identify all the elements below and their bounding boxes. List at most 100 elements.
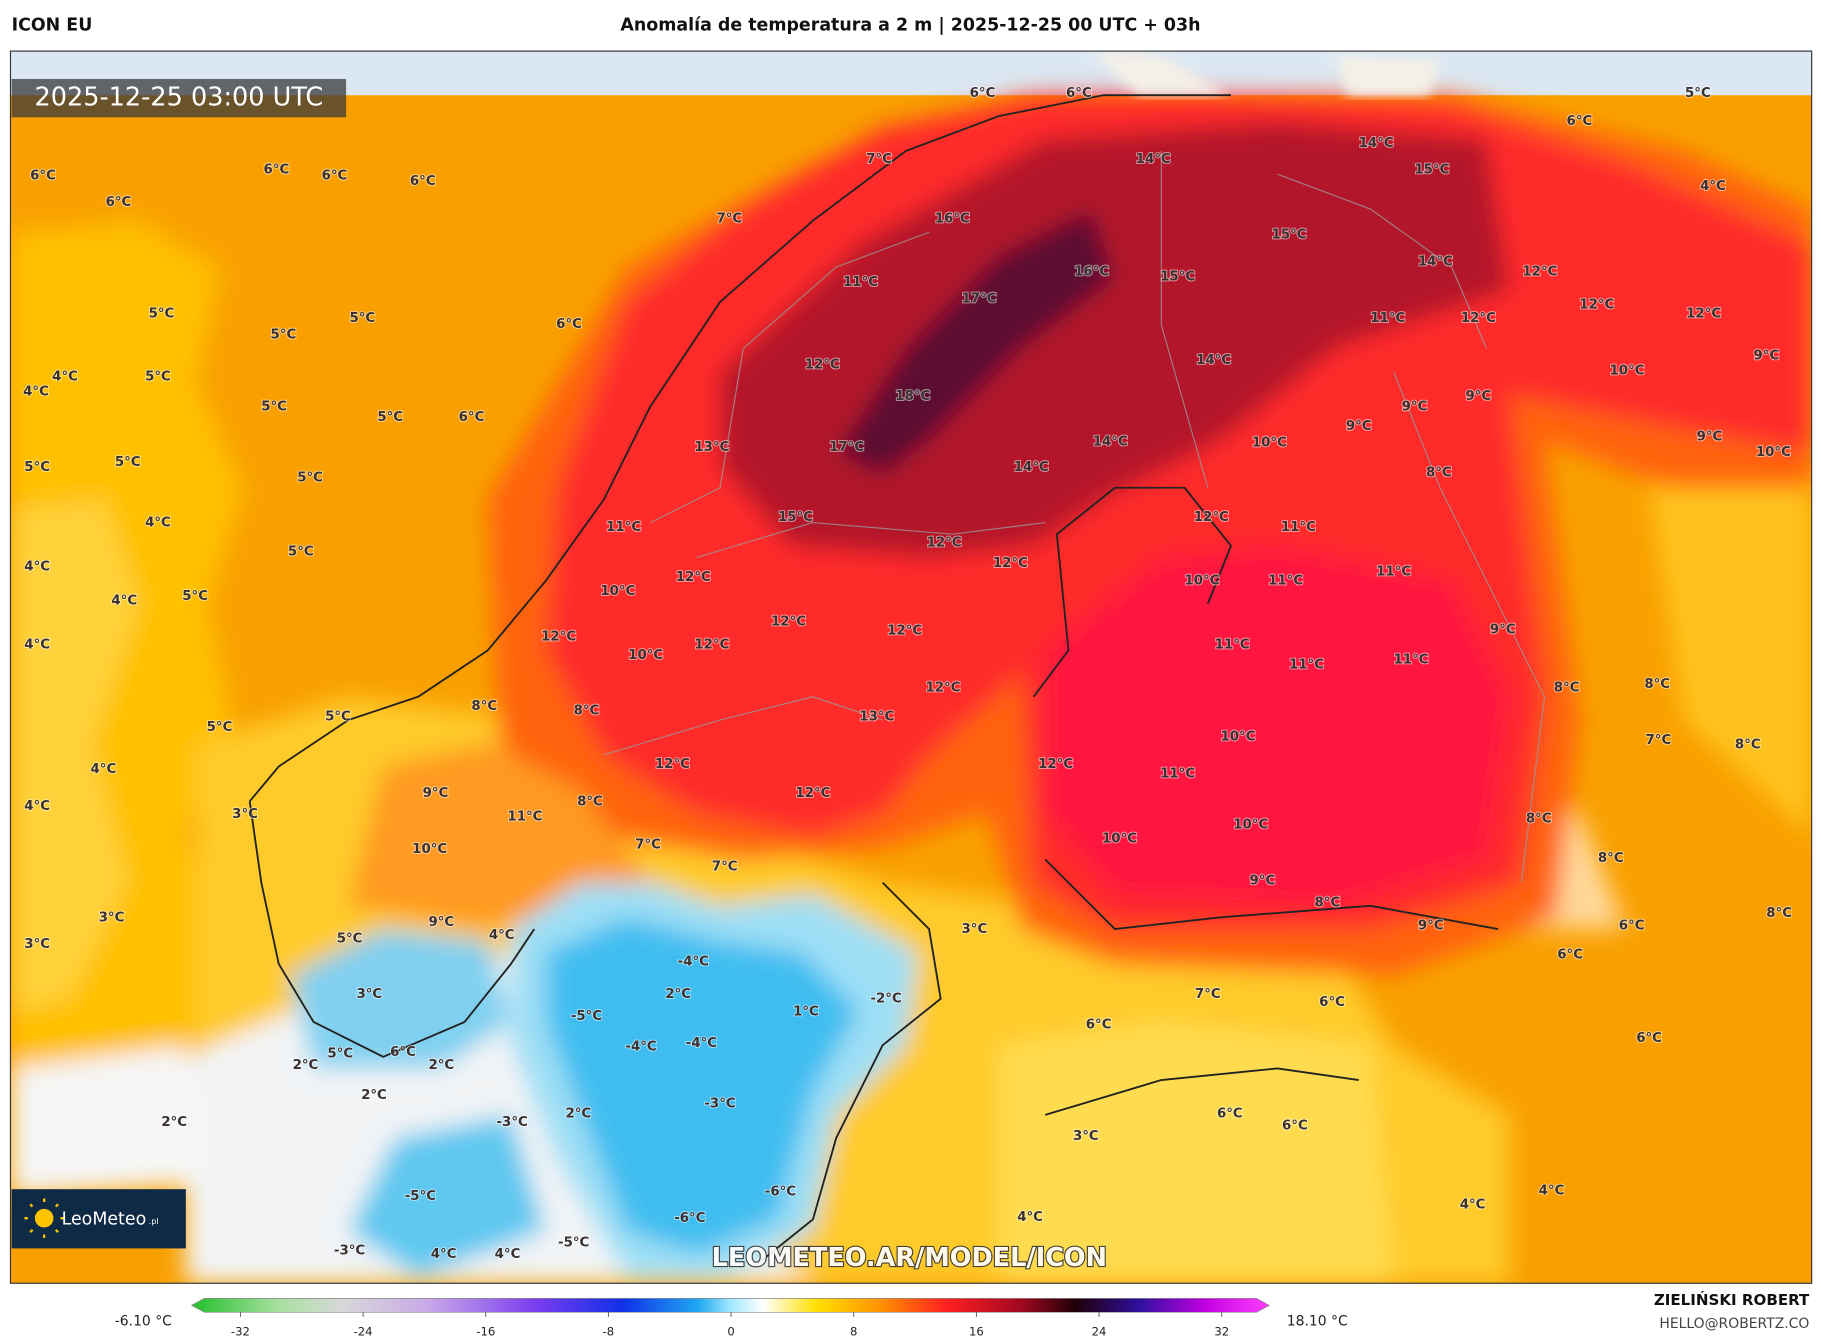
temperature-label: 12°C: [1461, 311, 1496, 326]
temperature-label: 4°C: [111, 593, 137, 608]
temperature-label: 12°C: [1522, 265, 1557, 280]
temperature-label: 8°C: [577, 794, 603, 809]
temperature-label: 10°C: [600, 584, 635, 599]
temperature-label: 5°C: [288, 545, 314, 560]
temperature-label: 11°C: [843, 275, 878, 290]
temperature-label: 8°C: [471, 699, 497, 714]
temperature-label: 14°C: [1418, 254, 1453, 269]
temperature-label: 12°C: [1686, 307, 1721, 322]
temperature-label: 10°C: [628, 648, 663, 663]
temperature-label: -5°C: [571, 1009, 602, 1024]
temperature-label: -3°C: [334, 1244, 365, 1259]
colorbar-max: 18.10 °C: [1287, 1314, 1348, 1330]
temperature-label: 11°C: [1376, 564, 1411, 579]
logo-text: LeoMeteo: [62, 1209, 147, 1229]
temperature-label: 6°C: [106, 195, 132, 210]
temperature-label: 8°C: [1644, 677, 1670, 692]
temperature-label: 17°C: [829, 440, 864, 455]
temperature-label: 10°C: [412, 842, 447, 857]
temperature-label: 9°C: [1402, 399, 1428, 414]
temperature-label: 4°C: [23, 384, 49, 399]
credit-email: HELLO@ROBERTZ.CO: [1659, 1316, 1809, 1332]
temperature-label: 8°C: [1315, 895, 1341, 910]
temperature-label: 10°C: [1220, 729, 1255, 744]
temperature-label: 15°C: [1414, 163, 1449, 178]
temperature-label: -6°C: [765, 1185, 796, 1200]
colorbar-min: -6.10 °C: [115, 1314, 172, 1330]
temperature-label: 16°C: [1074, 265, 1109, 280]
temperature-label: 6°C: [322, 168, 348, 183]
colorbar-tick-label: 16: [969, 1325, 984, 1339]
temperature-label: 5°C: [149, 307, 175, 322]
temperature-label: 1°C: [793, 1005, 819, 1020]
temperature-label: 3°C: [99, 910, 125, 925]
temperature-label: -5°C: [405, 1189, 436, 1204]
temperature-label: 10°C: [1102, 831, 1137, 846]
temperature-label: -3°C: [704, 1096, 735, 1111]
temperature-label: 11°C: [1160, 766, 1195, 781]
temperature-label: 4°C: [489, 928, 515, 943]
temperature-label: 14°C: [1136, 152, 1171, 167]
temperature-label: 15°C: [1160, 269, 1195, 284]
temperature-label: 10°C: [1252, 435, 1287, 450]
temperature-label: 6°C: [1319, 995, 1345, 1010]
temperature-label: 13°C: [694, 440, 729, 455]
temperature-label: 15°C: [1272, 228, 1307, 243]
temperature-label: 5°C: [207, 720, 233, 735]
temperature-label: -4°C: [678, 955, 709, 970]
temperature-label: 6°C: [390, 1045, 416, 1060]
temperature-label: 4°C: [1460, 1197, 1486, 1212]
timestamp-box: [11, 78, 347, 118]
temperature-label: 11°C: [1215, 638, 1250, 653]
temperature-label: 4°C: [495, 1247, 521, 1262]
temperature-label: 12°C: [925, 681, 960, 696]
temperature-label: 9°C: [428, 915, 454, 930]
temperature-label: 4°C: [24, 560, 50, 575]
temperature-label: 5°C: [182, 589, 208, 604]
temperature-label: 5°C: [327, 1046, 353, 1061]
credit-author: ZIELIŃSKI ROBERT: [1654, 1290, 1810, 1309]
temperature-label: 2°C: [428, 1058, 454, 1073]
temperature-label: 9°C: [1418, 919, 1444, 934]
temperature-label: 7°C: [1195, 987, 1221, 1002]
temperature-label: 3°C: [232, 807, 258, 822]
temperature-label: 5°C: [24, 460, 50, 475]
watermark: LEOMETEO.AR/MODEL/ICON: [712, 1243, 1107, 1273]
temperature-label: 3°C: [24, 937, 50, 952]
temperature-label: 12°C: [655, 757, 690, 772]
temperature-label: 14°C: [1014, 460, 1049, 475]
temperature-label: 8°C: [1766, 906, 1792, 921]
temperature-label: 2°C: [565, 1107, 591, 1122]
temperature-label: 11°C: [1289, 657, 1324, 672]
temperature-label: 4°C: [145, 516, 171, 531]
model-name: ICON EU: [12, 16, 93, 36]
temperature-label: 11°C: [507, 809, 542, 824]
temperature-label: 17°C: [961, 291, 996, 306]
temperature-label: 4°C: [24, 638, 50, 653]
colorbar: [190, 1298, 1271, 1313]
temperature-label: -5°C: [558, 1236, 589, 1251]
timestamp: 2025-12-25 03:00 UTC: [34, 83, 323, 113]
temperature-label: 6°C: [1282, 1118, 1308, 1133]
temperature-labels: 6°C 6°C 6°C 6°C 6°C 6°C 6°C 5°C 6°C 4°C 7°C 14°C 14°…: [22, 85, 1793, 1263]
temperature-label: 5°C: [325, 710, 351, 725]
temperature-label: 9°C: [423, 786, 449, 801]
temperature-label: -6°C: [674, 1211, 705, 1226]
temperature-label: 12°C: [993, 556, 1028, 571]
temperature-label: 8°C: [1598, 851, 1624, 866]
temperature-label: 12°C: [1194, 510, 1229, 525]
temperature-label: 4°C: [431, 1247, 457, 1262]
map-frame: [9, 50, 1813, 1284]
temperature-label: 4°C: [24, 799, 50, 814]
temperature-label: 7°C: [866, 152, 892, 167]
temperature-label: 5°C: [261, 399, 287, 414]
temperature-label: 16°C: [935, 211, 970, 226]
temperature-label: 7°C: [712, 859, 738, 874]
temperature-label: 3°C: [356, 987, 382, 1002]
temperature-label: 4°C: [1700, 179, 1726, 194]
temperature-label: 11°C: [1268, 574, 1303, 589]
temperature-label: 5°C: [297, 470, 323, 485]
temperature-label: 11°C: [606, 520, 641, 535]
temperature-label: 15°C: [778, 510, 813, 525]
colorbar-tick-label: -8: [603, 1325, 615, 1339]
